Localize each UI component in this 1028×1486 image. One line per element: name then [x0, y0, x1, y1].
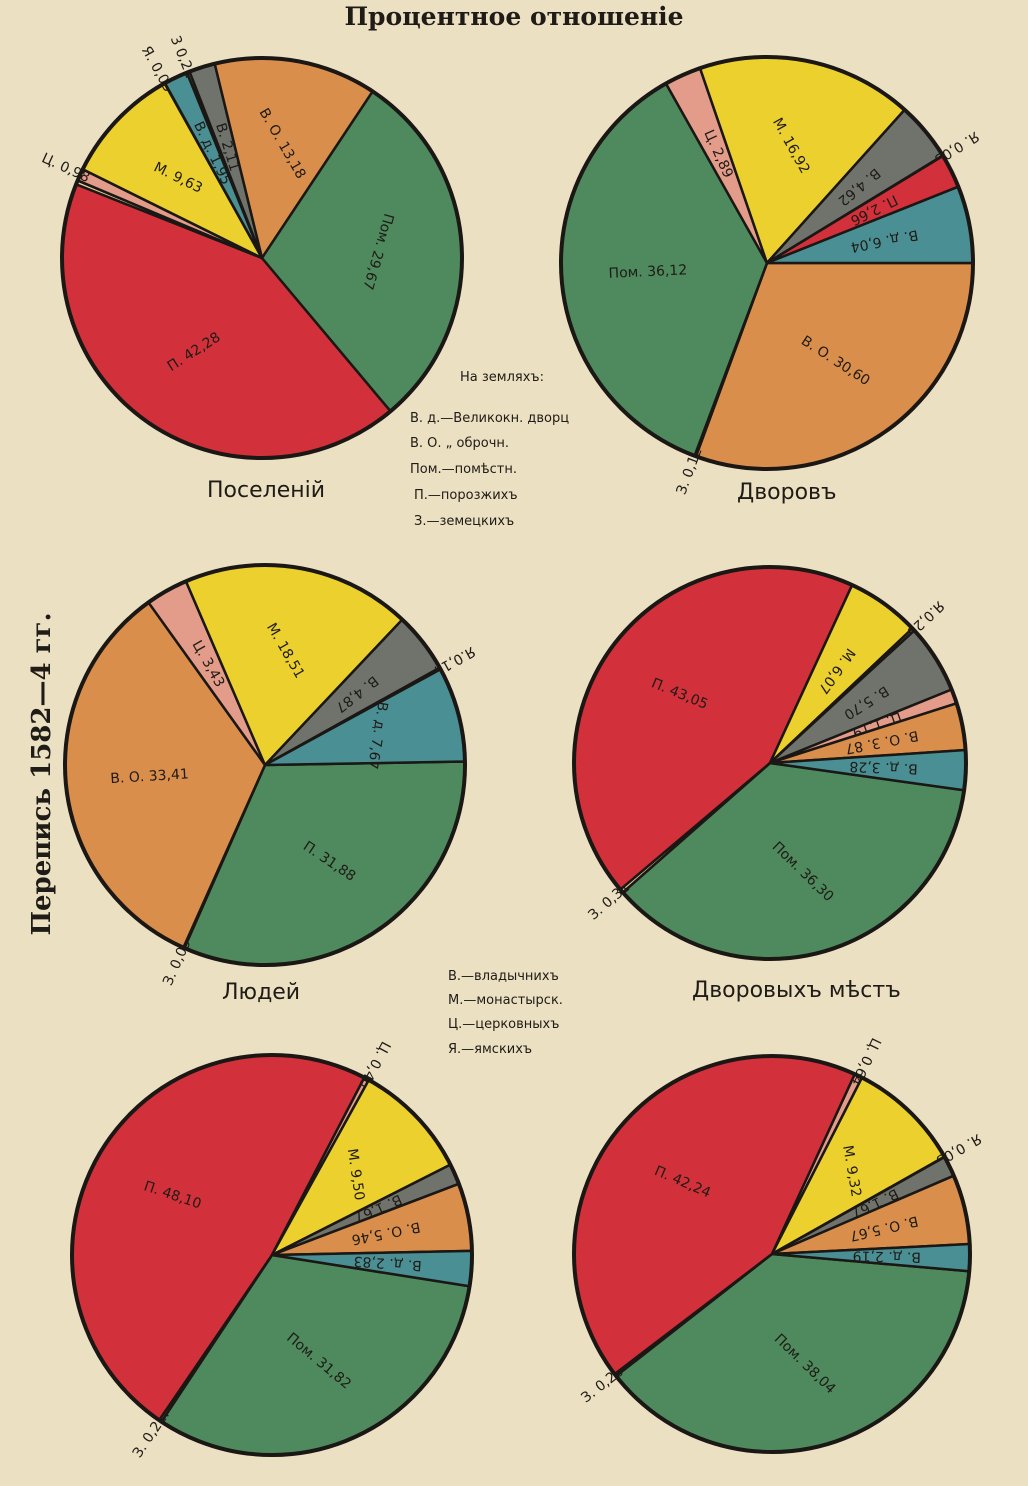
legend-lands-item: Пом.—помѣстн.	[410, 462, 518, 477]
legend-lands-item: П.—порозжихъ	[414, 488, 518, 503]
legend-lands-item: В. д.—Великокн. дворц	[410, 411, 570, 426]
pie-outline	[63, 563, 467, 967]
chart-caption-households: Дворовъ	[737, 480, 837, 505]
slice-label: В. д. 2,83	[353, 1253, 422, 1274]
pie-chart: П. 42,28Ц. 0,98 М. 9,63Я. 0,03В. д. 1,953…	[39, 34, 464, 460]
slice-label: В. О. 33,41	[110, 766, 189, 787]
chart-caption-people: Людей	[222, 980, 301, 1005]
legend-lands-item: В. О. „ оброчн.	[410, 436, 510, 451]
pie-chart: Пом. 36,30З. 0,31П. 43,05 М. 6,07Я.0,23В.…	[572, 565, 968, 961]
pie-outline	[572, 1054, 972, 1454]
legend-owners-item: М.—монастырск.	[448, 993, 563, 1008]
legend-owners-item: В.—владычнихъ	[448, 969, 559, 984]
slice-label: В. д. 3,28	[849, 758, 918, 776]
pie-outline	[559, 55, 975, 471]
pie-chart: Пом. 38,04З. 0,20П. 42,24Ц. 0,64М. 9,32 Я…	[572, 1035, 984, 1454]
chart-caption-settlements: Поселеній	[207, 478, 326, 503]
legend-lands-heading: На земляхъ:	[460, 370, 544, 385]
chart-caption-household-places: Дворовыхъ мѣстъ	[692, 978, 901, 1003]
slice-label: Пом. 36,12	[608, 262, 687, 282]
pie-outline	[60, 56, 464, 460]
pie-outline	[70, 1053, 474, 1457]
pie-chart: Пом. 31,82З. 0,22.П. 48,10Ц. 0,40М. 9,50…	[70, 1038, 474, 1461]
legend-lands-item: З.—земецкихъ	[414, 514, 515, 529]
page-title: Процентное отношеніе	[344, 2, 684, 31]
slice-label: М. 9,50	[344, 1148, 367, 1202]
legend-owners-item: Ц.—церковныхъ	[448, 1017, 560, 1032]
pie-outline	[572, 565, 968, 961]
legend-owners-item: Я.—ямскихъ	[448, 1042, 533, 1057]
pie-chart: П. 31,88З. 0,09В. О. 33,41Ц. 3,43 М. 18,5…	[63, 563, 478, 988]
slice-label: В. д. 2,19	[853, 1247, 922, 1264]
